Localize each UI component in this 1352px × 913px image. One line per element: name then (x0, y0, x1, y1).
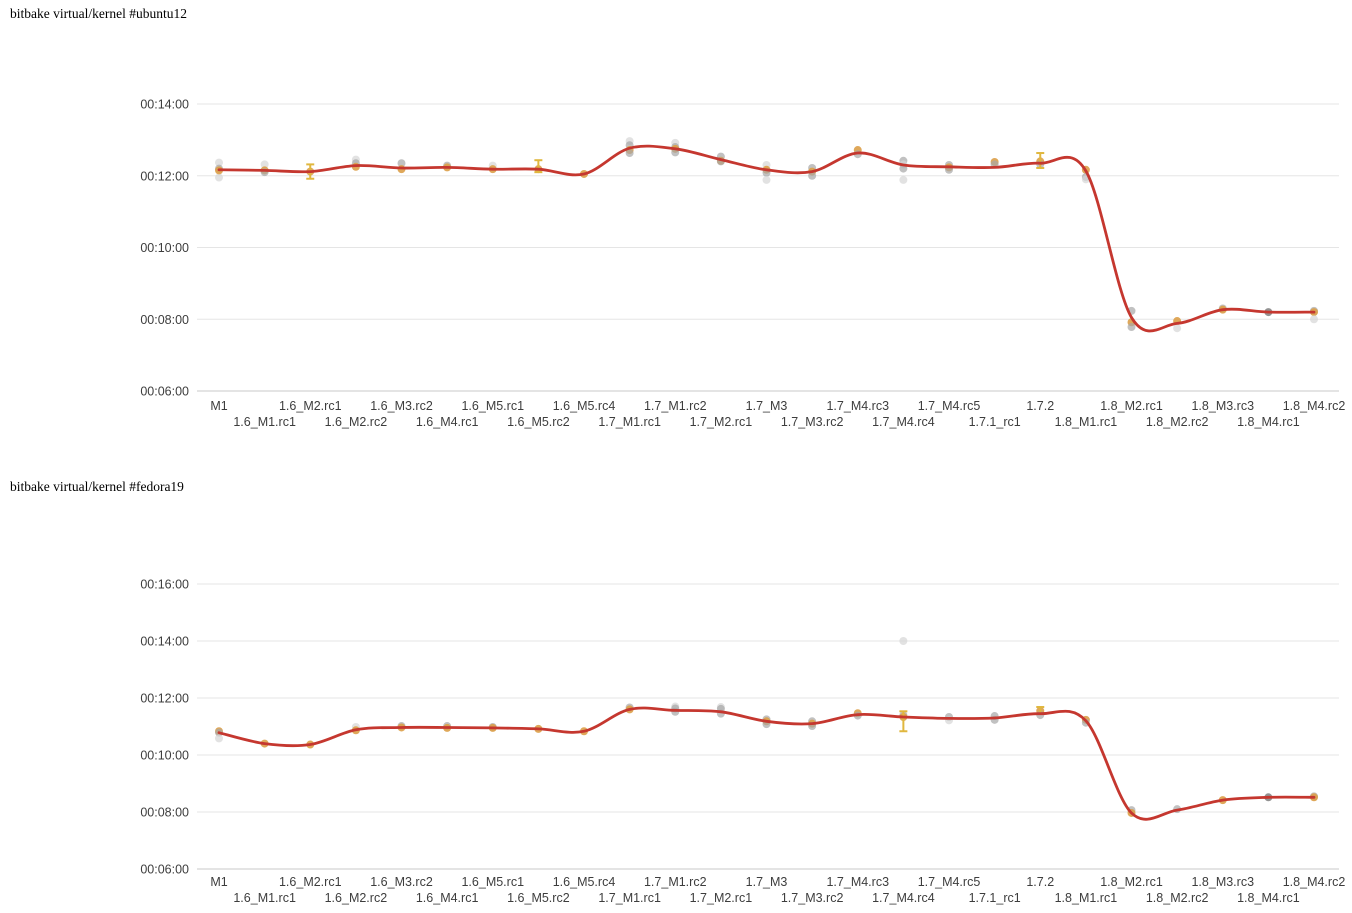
x-tick-label: 1.7_M4.rc5 (918, 875, 981, 889)
x-tick-label: 1.6_M5.rc2 (507, 415, 570, 429)
y-tick-label: 00:12:00 (140, 692, 189, 706)
x-tick-label: 1.7_M2.rc1 (690, 415, 753, 429)
scatter-point (1173, 324, 1182, 333)
x-tick-label: 1.6_M2.rc1 (279, 875, 342, 889)
x-tick-label: 1.7_M4.rc3 (826, 875, 889, 889)
x-tick-label: 1.7_M2.rc1 (690, 891, 753, 905)
chart-title-fedora19: bitbake virtual/kernel #fedora19 (10, 479, 184, 494)
x-tick-label: 1.7_M3 (746, 399, 788, 413)
scatter-point (1127, 323, 1136, 332)
x-tick-label: 1.8_M4.rc1 (1237, 415, 1300, 429)
y-tick-label: 00:14:00 (140, 98, 189, 112)
x-tick-label: 1.7_M3.rc2 (781, 415, 844, 429)
x-tick-label: 1.7.1_rc1 (969, 891, 1021, 905)
x-tick-label: 1.7_M1.rc2 (644, 399, 707, 413)
x-tick-label: 1.8_M3.rc3 (1191, 875, 1254, 889)
y-tick-label: 00:16:00 (140, 578, 189, 592)
x-tick-label: 1.7_M1.rc2 (644, 875, 707, 889)
trend-line (217, 144, 1316, 333)
y-tick-label: 00:10:00 (140, 749, 189, 763)
x-tick-label: 1.8_M4.rc1 (1237, 891, 1300, 905)
x-tick-label: 1.6_M5.rc1 (461, 399, 524, 413)
scatter-point (899, 175, 908, 184)
x-tick-label: 1.8_M1.rc1 (1055, 415, 1118, 429)
scatter-point (625, 149, 634, 158)
scatter-point (397, 159, 406, 168)
x-tick-label: 1.7_M4.rc3 (826, 399, 889, 413)
y-tick-label: 00:12:00 (140, 169, 189, 183)
x-tick-label: 1.8_M1.rc1 (1055, 891, 1118, 905)
x-tick-label: 1.6_M3.rc2 (370, 875, 433, 889)
x-tick-label: 1.8_M4.rc2 (1283, 875, 1346, 889)
scatter-point (899, 637, 908, 645)
x-tick-label: M1 (210, 875, 227, 889)
x-tick-label: 1.7.2 (1026, 399, 1054, 413)
x-tick-label: 1.8_M4.rc2 (1283, 399, 1346, 413)
scatter-point (762, 175, 771, 184)
y-tick-label: 00:14:00 (140, 635, 189, 649)
y-tick-label: 00:08:00 (140, 313, 189, 327)
x-tick-label: 1.8_M2.rc1 (1100, 399, 1163, 413)
x-tick-label: 1.6_M4.rc1 (416, 415, 479, 429)
y-tick-label: 00:06:00 (140, 385, 189, 399)
x-tick-label: 1.6_M2.rc2 (325, 891, 388, 905)
x-tick-label: 1.8_M2.rc2 (1146, 891, 1209, 905)
x-tick-label: 1.7_M4.rc4 (872, 891, 935, 905)
x-tick-label: 1.6_M1.rc1 (233, 415, 296, 429)
x-tick-label: 1.6_M2.rc1 (279, 399, 342, 413)
y-tick-label: 00:10:00 (140, 241, 189, 255)
x-tick-label: 1.7_M1.rc1 (598, 891, 661, 905)
x-tick-label: 1.7.2 (1026, 875, 1054, 889)
x-tick-label: 1.6_M4.rc1 (416, 891, 479, 905)
x-tick-label: 1.8_M2.rc1 (1100, 875, 1163, 889)
x-tick-label: M1 (210, 399, 227, 413)
y-tick-label: 00:08:00 (140, 806, 189, 820)
chart-title-ubuntu12: bitbake virtual/kernel #ubuntu12 (10, 6, 187, 21)
x-tick-label: 1.6_M5.rc4 (553, 875, 616, 889)
scatter-point (215, 734, 223, 743)
x-tick-label: 1.7_M4.rc5 (918, 399, 981, 413)
scatter-point (808, 171, 817, 180)
x-tick-label: 1.7_M1.rc1 (598, 415, 661, 429)
scatter-point (215, 158, 223, 167)
x-tick-label: 1.7_M4.rc4 (872, 415, 935, 429)
x-tick-label: 1.6_M2.rc2 (325, 415, 388, 429)
x-tick-label: 1.8_M3.rc3 (1191, 399, 1254, 413)
x-tick-label: 1.6_M3.rc2 (370, 399, 433, 413)
x-tick-label: 1.7.1_rc1 (969, 415, 1021, 429)
x-tick-label: 1.7_M3 (746, 875, 788, 889)
scatter-point (260, 160, 269, 169)
x-tick-label: 1.7_M3.rc2 (781, 891, 844, 905)
x-tick-label: 1.6_M5.rc4 (553, 399, 616, 413)
x-tick-label: 1.8_M2.rc2 (1146, 415, 1209, 429)
y-tick-label: 00:06:00 (140, 863, 189, 877)
trend-line (217, 706, 1316, 821)
x-tick-label: 1.6_M5.rc2 (507, 891, 570, 905)
scatter-point (1310, 315, 1318, 324)
x-tick-label: 1.6_M5.rc1 (461, 875, 524, 889)
x-tick-label: 1.6_M1.rc1 (233, 891, 296, 905)
scatter-point (215, 173, 223, 182)
